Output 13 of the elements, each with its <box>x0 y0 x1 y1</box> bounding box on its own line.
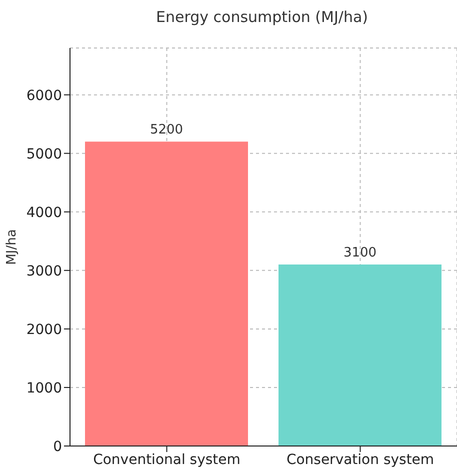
y-tick-label: 4000 <box>26 204 62 221</box>
x-tick-label: Conservation system <box>286 452 434 468</box>
x-tick-label: Conventional system <box>93 452 240 468</box>
data-label: 5200 <box>150 122 184 138</box>
y-tick-label: 2000 <box>26 322 62 338</box>
y-tick-label: 3000 <box>26 263 62 280</box>
chart-title: Energy consumption (MJ/ha) <box>155 8 369 26</box>
y-tick-label: 0 <box>53 438 62 455</box>
y-tick-label: 6000 <box>26 88 62 104</box>
y-tick-label: 5000 <box>26 146 62 162</box>
y-tick-label: 1000 <box>26 380 62 396</box>
y-axis-title: MJ/ha <box>4 229 20 265</box>
data-label: 3100 <box>343 246 377 261</box>
